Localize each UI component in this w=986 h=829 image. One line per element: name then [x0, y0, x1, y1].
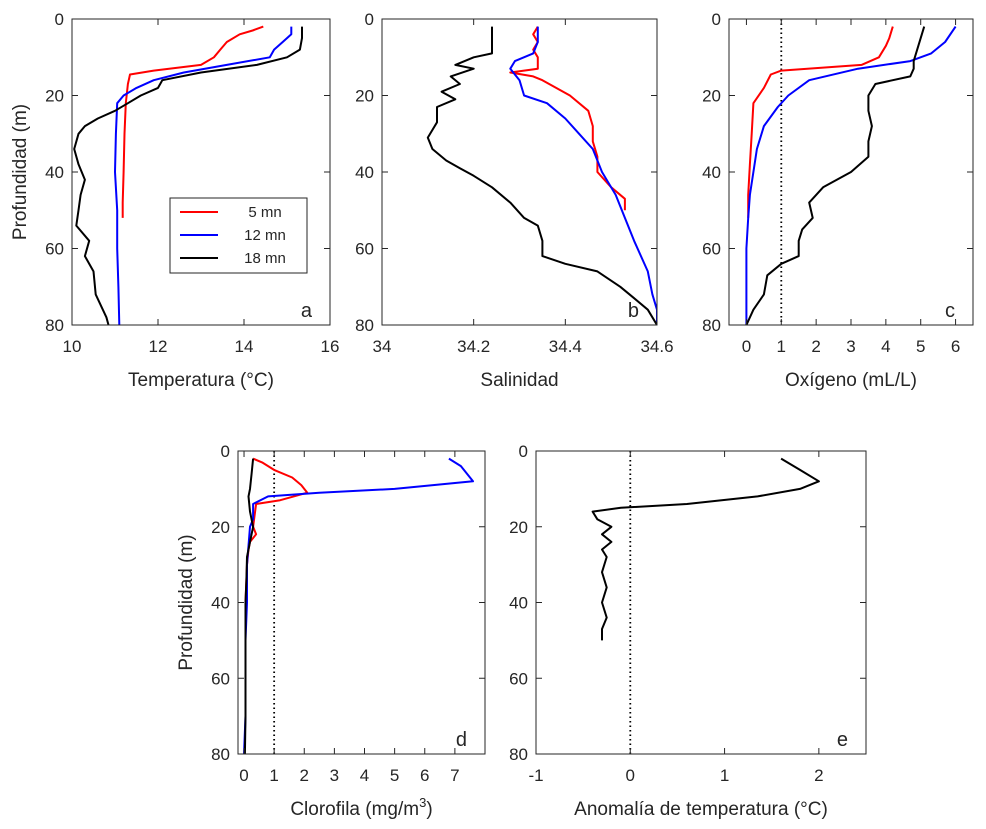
panel-c-xtick-label: 5 — [916, 337, 925, 356]
panel-e-xtick-label: 1 — [720, 766, 729, 785]
panel-d-xlabel: Clorofila (mg/m3) — [290, 795, 432, 820]
panel-a: 10 12 14 16 0 20 40 60 80 Temperatura (°C) Profund… — [10, 10, 339, 391]
panel-b-ytick-label: 60 — [355, 240, 374, 259]
panel-e-xlabel-text: Anomalía de temperatura (°C) — [574, 799, 828, 820]
panel-b-xtick-label: 34.4 — [549, 337, 582, 356]
panel-c-ytick-label: 60 — [702, 240, 721, 259]
panel-b-xlabel: Salinidad — [480, 370, 558, 391]
panel-d-ytick-label: 60 — [211, 669, 230, 688]
panel-d-series-12-mn — [243, 457, 474, 754]
panel-d-xtick-label: 2 — [300, 766, 309, 785]
panel-e-letter: e — [837, 729, 848, 751]
panel-c-ytick-label: 20 — [702, 87, 721, 106]
panel-b-series-18-mn — [426, 26, 657, 325]
panel-c-xlabel: Oxígeno (mL/L) — [785, 370, 917, 391]
panel-a-series-12-mn — [114, 26, 293, 325]
panel-c-xtick-label: 3 — [846, 337, 855, 356]
panel-d-xlabel-suffix: ) — [426, 799, 432, 820]
panel-a-ytick-label: 0 — [55, 10, 64, 29]
panel-c-xtick-label: 0 — [742, 337, 751, 356]
panel-c-xtick-label: 2 — [811, 337, 820, 356]
panel-a-series-5-mn — [121, 25, 264, 218]
panel-d-ylabel: Profundidad (m) — [176, 534, 197, 670]
panel-b: 34 34.2 34.4 34.6 0 20 40 60 80 Salinidad b — [355, 10, 673, 391]
panel-c-ytick-label: 40 — [702, 163, 721, 182]
panel-c-series-12-mn — [745, 26, 957, 325]
panel-a-legend: 5 mn 12 mn 18 mn — [169, 197, 308, 274]
legend-entry: 5 mn — [248, 204, 281, 221]
panel-a-ytick-label: 60 — [45, 240, 64, 259]
panel-a-ytick-label: 80 — [45, 316, 64, 335]
panel-e-ytick-label: 60 — [509, 669, 528, 688]
panel-a-xtick-label: 14 — [235, 337, 254, 356]
panel-a-ylabel: Profundidad (m) — [10, 104, 31, 240]
panel-d-letter: d — [456, 729, 467, 751]
panel-b-ytick-label: 0 — [365, 10, 374, 29]
panel-b-series-5-mn — [509, 26, 626, 211]
panel-e-ytick-label: 80 — [509, 745, 528, 764]
panel-e-xtick-label: -1 — [528, 766, 543, 785]
panel-d-ytick-label: 20 — [211, 518, 230, 537]
panel-b-ytick-label: 40 — [355, 163, 374, 182]
panel-d-xtick-label: 4 — [360, 766, 369, 785]
panel-a-xtick-label: 10 — [63, 337, 82, 356]
panel-b-series-12-mn — [509, 26, 657, 325]
panel-d-xtick-label: 3 — [330, 766, 339, 785]
panel-d-series-18-mn — [243, 458, 255, 754]
legend-entry: 12 mn — [244, 227, 286, 244]
panel-e-xlabel: Anomalía de temperatura (°C) — [574, 799, 828, 820]
panel-d-xtick-label: 1 — [269, 766, 278, 785]
panel-e-ytick-label: 0 — [519, 442, 528, 461]
panel-a-xlabel-text: Temperatura (°C) — [128, 370, 274, 391]
panel-a-ytick-label: 20 — [45, 87, 64, 106]
panel-c-xlabel-text: Oxígeno (mL/L) — [785, 370, 917, 391]
panel-a-xtick-label: 16 — [321, 337, 340, 356]
panel-b-xtick-label: 34 — [373, 337, 392, 356]
panel-a-letter: a — [301, 300, 313, 322]
panel-b-xtick-label: 34.6 — [640, 337, 673, 356]
panel-a-series-18-mn — [73, 26, 303, 325]
panel-d-xtick-label: 7 — [450, 766, 459, 785]
panel-d-xtick-label: 5 — [390, 766, 399, 785]
panel-c-xtick-label: 6 — [951, 337, 960, 356]
panel-c-letter: c — [945, 300, 955, 322]
panel-d-xtick-label: 6 — [420, 766, 429, 785]
panel-d-xlabel-superscript: 3 — [419, 795, 426, 810]
panel-d-xlabel-text: Clorofila (mg/m — [290, 799, 419, 820]
panel-b-ytick-label: 80 — [355, 316, 374, 335]
panel-e-xtick-label: 0 — [626, 766, 635, 785]
panel-d-ytick-label: 0 — [221, 442, 230, 461]
panel-c-series-18-mn — [745, 26, 926, 325]
panel-d-ytick-label: 40 — [211, 594, 230, 613]
panel-b-ytick-label: 20 — [355, 87, 374, 106]
panel-e-ytick-label: 20 — [509, 518, 528, 537]
panel-c-ytick-label: 80 — [702, 316, 721, 335]
panel-c-xtick-label: 4 — [881, 337, 890, 356]
panel-c-series-5-mn — [747, 26, 894, 218]
panel-a-ytick-label: 40 — [45, 163, 64, 182]
panel-d-ytick-label: 80 — [211, 745, 230, 764]
legend-entry: 18 mn — [244, 250, 286, 267]
panel-a-xtick-label: 12 — [149, 337, 168, 356]
panel-e-axes-box — [535, 450, 867, 755]
panel-b-xlabel-text: Salinidad — [480, 370, 558, 391]
panel-c-xtick-label: 1 — [777, 337, 786, 356]
panel-d-series-5-mn — [244, 457, 309, 641]
panel-b-letter: b — [628, 300, 639, 322]
panel-a-xlabel: Temperatura (°C) — [128, 370, 274, 391]
panel-b-axes-box — [381, 18, 658, 326]
panel-d-xtick-label: 0 — [239, 766, 248, 785]
panel-e-series-0 — [591, 457, 820, 641]
panel-b-xtick-label: 34.2 — [457, 337, 490, 356]
panel-c-ytick-label: 0 — [712, 10, 721, 29]
panel-e-ytick-label: 40 — [509, 594, 528, 613]
panel-e-xtick-label: 2 — [814, 766, 823, 785]
